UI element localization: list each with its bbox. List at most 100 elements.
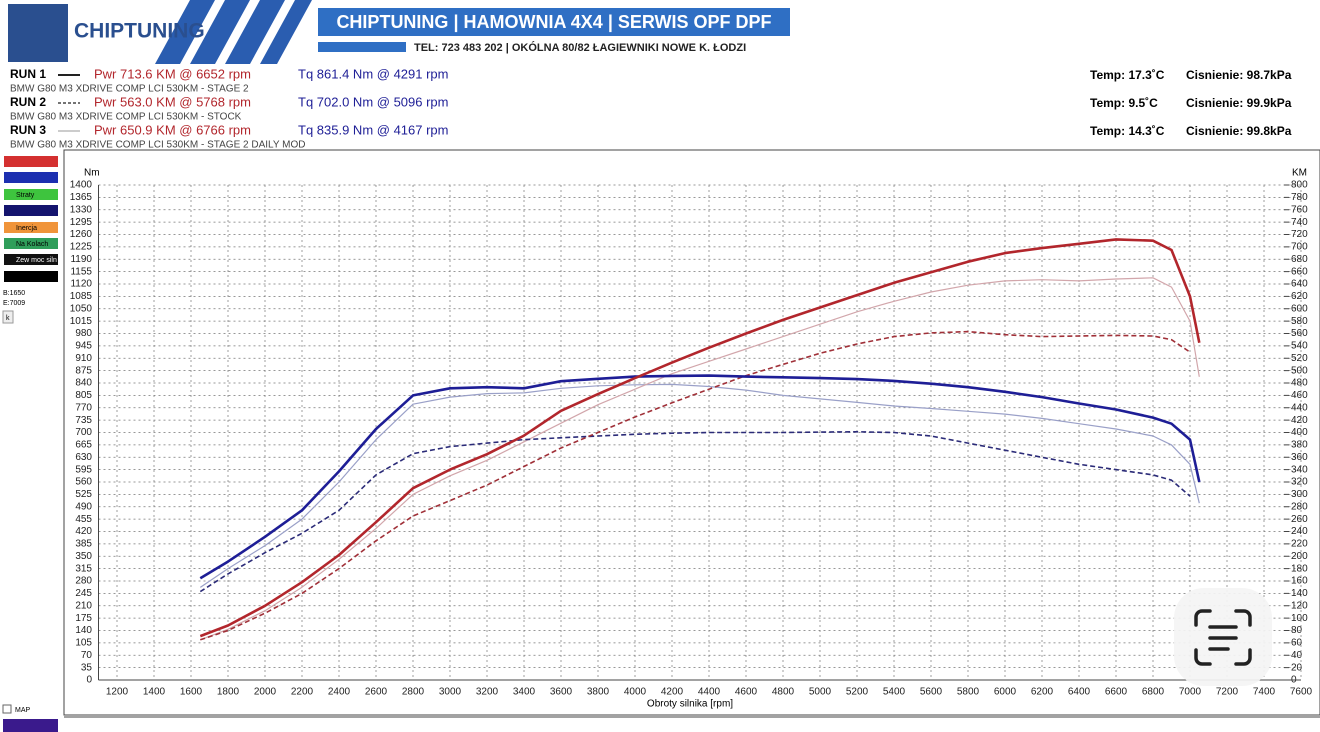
x-tick-label: 1600 bbox=[180, 687, 203, 698]
panel-label: Zew moc siln bbox=[16, 257, 57, 264]
y-tick-label: 1155 bbox=[70, 266, 92, 277]
y2-tick-label: 720 bbox=[1291, 229, 1308, 240]
y-tick-label: 805 bbox=[75, 390, 92, 401]
y2-tick-label: 800 bbox=[1291, 180, 1308, 191]
y2-tick-label: 780 bbox=[1291, 192, 1308, 203]
panel-button-label: k bbox=[6, 315, 10, 322]
run-pwr: Pwr 563.0 KM @ 5768 rpm bbox=[94, 94, 251, 109]
run-temp: Temp: 14.3˚C bbox=[1090, 124, 1165, 138]
y2-axis-title: KM bbox=[1292, 168, 1307, 179]
run-tq: Tq 702.0 Nm @ 5096 rpm bbox=[298, 94, 448, 109]
x-tick-label: 4200 bbox=[661, 687, 684, 698]
x-tick-label: 7200 bbox=[1216, 687, 1239, 698]
stripe bbox=[155, 0, 215, 64]
panel-label: Inercja bbox=[16, 225, 37, 232]
y2-tick-label: 260 bbox=[1291, 514, 1308, 525]
y2-tick-label: 700 bbox=[1291, 242, 1308, 253]
y2-tick-label: 80 bbox=[1291, 625, 1303, 636]
y-tick-label: 770 bbox=[75, 402, 92, 413]
y2-tick-label: 320 bbox=[1291, 477, 1308, 488]
panel-swatch[interactable] bbox=[3, 719, 58, 732]
y-tick-label: 1365 bbox=[70, 192, 93, 203]
run-pressure: Cisnienie: 98.7kPa bbox=[1186, 68, 1292, 82]
x-tick-label: 4000 bbox=[624, 687, 647, 698]
x-tick-label: 5000 bbox=[809, 687, 832, 698]
y2-tick-label: 560 bbox=[1291, 328, 1308, 339]
x-tick-label: 5800 bbox=[957, 687, 980, 698]
y-tick-label: 875 bbox=[75, 365, 92, 376]
y2-tick-label: 300 bbox=[1291, 489, 1308, 500]
contact: TEL: 723 483 202 | OKÓLNA 80/82 ŁAGIEWNI… bbox=[414, 41, 746, 54]
x-tick-label: 5200 bbox=[846, 687, 869, 698]
y2-tick-label: 740 bbox=[1291, 217, 1308, 228]
series-line bbox=[199, 431, 1191, 593]
x-tick-label: 5400 bbox=[883, 687, 906, 698]
y-tick-label: 0 bbox=[86, 675, 92, 686]
panel-swatch[interactable] bbox=[4, 205, 58, 216]
panel-swatch[interactable] bbox=[4, 222, 58, 233]
x-tick-label: 7000 bbox=[1179, 687, 1202, 698]
chart-frame bbox=[63, 149, 1320, 716]
y2-tick-label: 340 bbox=[1291, 464, 1308, 475]
y2-tick-label: 760 bbox=[1291, 204, 1308, 215]
series-line bbox=[199, 383, 1200, 588]
run-pressure: Cisnienie: 99.8kPa bbox=[1186, 124, 1292, 138]
x-tick-label: 2200 bbox=[291, 687, 314, 698]
x-tick-label: 3600 bbox=[550, 687, 573, 698]
y2-tick-label: 240 bbox=[1291, 526, 1308, 537]
y-tick-label: 665 bbox=[75, 440, 92, 451]
panel-swatch[interactable] bbox=[4, 238, 58, 249]
y-tick-label: 245 bbox=[75, 588, 92, 599]
x-tick-label: 1400 bbox=[143, 687, 166, 698]
x-tick-label: 6600 bbox=[1105, 687, 1128, 698]
stripe bbox=[225, 0, 285, 64]
y2-tick-label: 400 bbox=[1291, 427, 1308, 438]
y-tick-label: 385 bbox=[75, 539, 92, 550]
y-tick-label: 1190 bbox=[70, 254, 92, 265]
logo-text: CHIPTUNING bbox=[74, 20, 205, 43]
x-tick-label: 4800 bbox=[772, 687, 795, 698]
panel-swatch[interactable] bbox=[4, 172, 58, 183]
x-tick-label: 1800 bbox=[217, 687, 240, 698]
y-tick-label: 140 bbox=[75, 625, 92, 636]
y2-tick-label: 620 bbox=[1291, 291, 1308, 302]
run-desc: BMW G80 M3 XDRIVE COMP LCI 530KM - STAGE… bbox=[10, 84, 249, 95]
y-tick-label: 630 bbox=[75, 452, 92, 463]
y-tick-label: 455 bbox=[75, 514, 92, 525]
x-axis-title: Obroty silnika [rpm] bbox=[647, 699, 733, 710]
run-pwr: Pwr 713.6 KM @ 6652 rpm bbox=[94, 66, 251, 81]
y2-tick-label: 380 bbox=[1291, 440, 1308, 451]
y-tick-label: 105 bbox=[75, 638, 92, 649]
stripe bbox=[190, 0, 250, 64]
panel-swatch[interactable] bbox=[4, 156, 58, 167]
y-tick-label: 700 bbox=[75, 427, 92, 438]
y-tick-label: 210 bbox=[75, 600, 92, 611]
y-tick-label: 735 bbox=[75, 415, 92, 426]
panel-swatch[interactable] bbox=[4, 254, 58, 265]
y-tick-label: 315 bbox=[75, 563, 92, 574]
panel-button[interactable] bbox=[2, 310, 14, 324]
panel-swatch[interactable] bbox=[4, 189, 58, 200]
y2-tick-label: 140 bbox=[1291, 588, 1308, 599]
y2-tick-label: 460 bbox=[1291, 390, 1308, 401]
y2-tick-label: 500 bbox=[1291, 365, 1308, 376]
series-line bbox=[199, 238, 1201, 638]
y-tick-label: 980 bbox=[75, 328, 92, 339]
y2-tick-label: 180 bbox=[1291, 563, 1308, 574]
run-pwr: Pwr 650.9 KM @ 6766 rpm bbox=[94, 122, 251, 137]
y2-tick-label: 680 bbox=[1291, 254, 1308, 265]
y2-tick-label: 660 bbox=[1291, 266, 1308, 277]
banner-bar bbox=[318, 42, 406, 52]
y-tick-label: 1015 bbox=[70, 316, 93, 327]
logo-box bbox=[8, 4, 68, 62]
panel-swatch[interactable] bbox=[4, 271, 58, 282]
y2-tick-label: 60 bbox=[1291, 638, 1303, 649]
x-tick-label: 3000 bbox=[439, 687, 462, 698]
y-tick-label: 1225 bbox=[70, 242, 93, 253]
y2-tick-label: 360 bbox=[1291, 452, 1308, 463]
map-checkbox[interactable] bbox=[2, 704, 12, 714]
run-tq: Tq 835.9 Nm @ 4167 rpm bbox=[298, 122, 448, 137]
run-temp: Temp: 17.3˚C bbox=[1090, 68, 1165, 82]
x-tick-label: 7600 bbox=[1290, 687, 1313, 698]
